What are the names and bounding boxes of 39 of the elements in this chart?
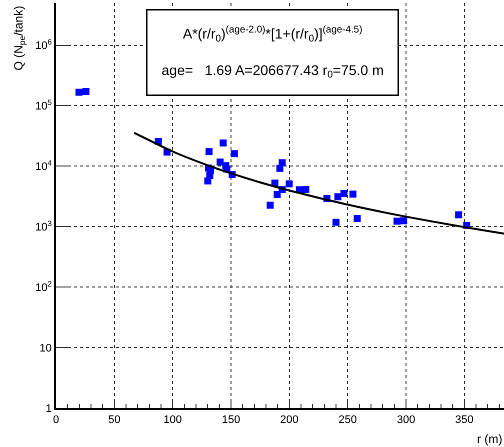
y-tick-label: 10$^{6}$ [35,37,52,52]
line-series [133,132,504,235]
point [278,159,286,166]
point [216,158,224,166]
point [455,211,462,218]
x-tick-label: 250 [338,414,357,426]
annotation: A*(r/r$_{0}$)$^{(age-2.0)}$*[1+(r/r$_{0}$)]$^{(age-4.5)}$ [182,24,362,44]
point [220,139,227,146]
point [206,148,213,156]
x-tick-label: 100 [163,414,182,426]
x-tick-label: 150 [222,414,240,426]
point [286,180,293,188]
y-tick-label: 10$^{2}$ [35,279,52,294]
point [394,218,401,225]
point [274,191,281,198]
point [400,217,408,224]
point [334,193,342,200]
x-tick-label: 300 [396,414,416,426]
point [204,177,212,184]
x-tick-label: 350 [455,414,474,426]
y-tick-label: 10 [40,342,52,354]
point [75,88,82,96]
point [340,190,348,197]
y-tick-label: 10$^{4}$ [35,158,53,174]
x-axis-title: r (m) [477,432,502,446]
x-tick-label: 50 [108,414,120,426]
point [266,202,274,209]
annotation: age= 1.69 A=206677.43 r$_{0}$=75.0 m [162,62,384,81]
y-tick-label: 10$^{3}$ [35,218,52,234]
y-tick-label: 10$^{5}$ [35,98,52,113]
point [332,218,340,226]
point [82,88,90,95]
point [230,150,238,158]
point [302,186,310,194]
y-tick-label: 1 [46,402,52,415]
x-tick-label: 200 [280,414,299,426]
point [354,215,361,222]
x-tick-label: 0 [52,414,60,426]
point [349,190,356,198]
